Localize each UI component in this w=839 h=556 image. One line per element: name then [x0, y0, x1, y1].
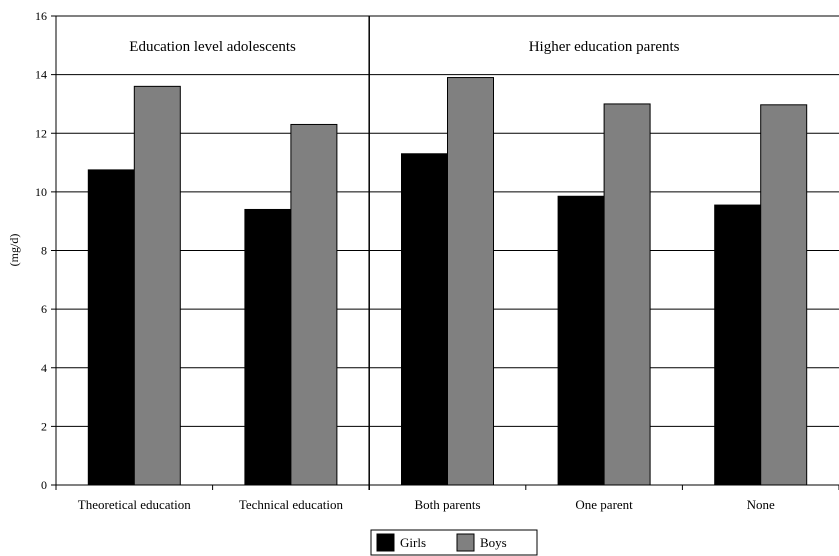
y-tick-label: 6	[41, 302, 47, 316]
y-tick-label: 8	[41, 244, 47, 258]
bar-boys	[290, 123, 338, 486]
x-tick-label: One parent	[575, 497, 633, 512]
y-tick-label: 12	[35, 126, 47, 140]
bar-girls	[401, 153, 448, 486]
bar-boys	[133, 85, 181, 486]
x-tick-label: None	[747, 497, 775, 512]
y-tick-label: 10	[35, 185, 47, 199]
x-tick-label: Theoretical education	[78, 497, 191, 512]
y-tick-label: 14	[35, 68, 47, 82]
bar-boys	[603, 103, 651, 486]
legend: Girls Boys	[370, 529, 538, 556]
panel-title: Education level adolescents	[129, 39, 296, 55]
legend-label-girls: Girls	[400, 535, 426, 550]
y-axis-label: (mg/d)	[7, 234, 21, 267]
y-tick-label: 4	[41, 361, 47, 375]
x-tick-label: Technical education	[239, 497, 344, 512]
legend-swatch-girls	[376, 533, 395, 552]
axis-labels: 0 2 4 6 8 10 12 14 16 Theoretical education Techni…	[35, 9, 775, 512]
bar-girls	[557, 195, 605, 486]
legend-label-boys: Boys	[480, 535, 507, 550]
y-tick-label: 0	[41, 478, 47, 492]
bar-boys	[760, 104, 808, 486]
panel-title: Higher education parents	[529, 39, 680, 55]
axes	[51, 15, 839, 490]
bar-girls	[714, 204, 762, 486]
y-tick-label: 2	[41, 419, 47, 433]
bar-girls	[87, 169, 135, 486]
legend-box	[370, 529, 538, 556]
bars	[87, 77, 808, 486]
bar-girls	[244, 208, 292, 486]
x-tick-label: Both parents	[414, 497, 480, 512]
y-tick-label: 16	[35, 9, 47, 23]
bar-boys	[447, 77, 494, 486]
legend-swatch-boys	[456, 533, 475, 552]
